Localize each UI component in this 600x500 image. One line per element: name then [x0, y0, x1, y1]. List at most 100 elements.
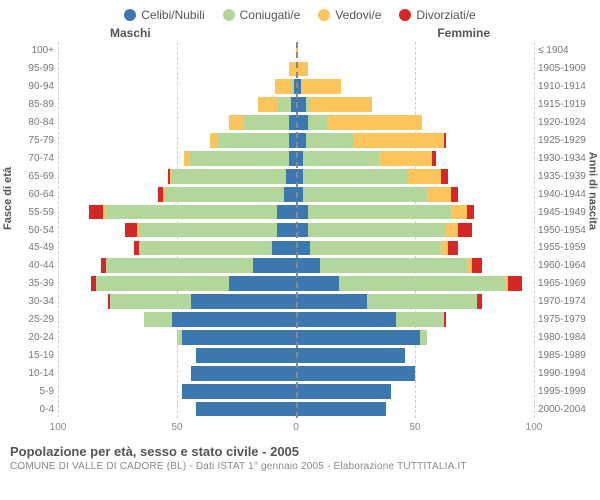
- bar-segment: [286, 169, 296, 184]
- bar-segment: [451, 205, 468, 220]
- bar-stack: [296, 330, 534, 345]
- bar-row-female: [296, 60, 534, 78]
- bar-segment: [432, 151, 437, 166]
- bar-segment: [306, 133, 354, 148]
- bar-row-male: [58, 311, 296, 329]
- birth-label: 1915-1919: [534, 96, 590, 114]
- bar-row-male: [58, 149, 296, 167]
- age-label: 25-29: [10, 311, 58, 329]
- population-pyramid-chart: Celibi/NubiliConiugati/eVedovi/eDivorzia…: [0, 0, 600, 500]
- age-label: 55-59: [10, 203, 58, 221]
- x-tick-label: 100: [526, 422, 543, 433]
- age-label: 65-69: [10, 167, 58, 185]
- bar-segment: [284, 187, 296, 202]
- birth-label: 1980-1984: [534, 329, 590, 347]
- birth-label: 1990-1994: [534, 364, 590, 382]
- bar-stack: [296, 79, 534, 94]
- birth-label: 1905-1909: [534, 60, 590, 78]
- age-label: 95-99: [10, 60, 58, 78]
- age-label: 35-39: [10, 275, 58, 293]
- bar-row-female: [296, 400, 534, 418]
- bar-segment: [139, 223, 277, 238]
- bar-row-male: [58, 42, 296, 60]
- bar-segment: [182, 330, 296, 345]
- bars-region: [58, 42, 534, 418]
- bar-segment: [89, 205, 103, 220]
- bar-segment: [125, 223, 137, 238]
- bar-stack: [58, 241, 296, 256]
- bar-segment: [275, 79, 292, 94]
- legend-label: Vedovi/e: [335, 8, 381, 22]
- bar-segment: [144, 312, 173, 327]
- legend-label: Coniugati/e: [240, 8, 301, 22]
- x-tick-label: 50: [409, 422, 420, 433]
- bar-stack: [58, 348, 296, 363]
- age-label: 100+: [10, 42, 58, 60]
- bar-row-female: [296, 132, 534, 150]
- bar-stack: [58, 133, 296, 148]
- bar-stack: [296, 97, 534, 112]
- bar-stack: [296, 205, 534, 220]
- legend-swatch: [318, 9, 330, 21]
- caption-title: Popolazione per età, sesso e stato civil…: [10, 444, 590, 459]
- bar-stack: [58, 97, 296, 112]
- bar-segment: [396, 312, 444, 327]
- bar-row-female: [296, 149, 534, 167]
- legend-label: Celibi/Nubili: [141, 8, 204, 22]
- bar-stack: [296, 62, 534, 77]
- bar-segment: [296, 276, 339, 291]
- bar-stack: [296, 187, 534, 202]
- bar-segment: [303, 187, 427, 202]
- bar-row-male: [58, 275, 296, 293]
- bar-stack: [58, 294, 296, 309]
- bar-stack: [58, 402, 296, 417]
- age-labels-col: 100+95-9990-9485-8980-8475-7970-7465-696…: [10, 42, 58, 418]
- legend-item: Coniugati/e: [223, 8, 301, 22]
- bar-row-female: [296, 221, 534, 239]
- y-axis-right-title: Anni di nascita: [586, 152, 598, 230]
- plot-area: Fasce di età Anni di nascita 100+95-9990…: [10, 42, 590, 418]
- bar-row-male: [58, 346, 296, 364]
- bar-segment: [296, 384, 391, 399]
- bar-row-male: [58, 114, 296, 132]
- birth-label: 1965-1969: [534, 275, 590, 293]
- bar-segment: [229, 115, 243, 130]
- birth-label: 2000-2004: [534, 400, 590, 418]
- bar-segment: [191, 294, 296, 309]
- age-label: 5-9: [10, 382, 58, 400]
- bar-stack: [58, 187, 296, 202]
- caption-subtitle: COMUNE DI VALLE DI CADORE (BL) - Dati IS…: [10, 461, 590, 472]
- bar-segment: [320, 258, 468, 273]
- bar-row-male: [58, 364, 296, 382]
- bar-row-female: [296, 203, 534, 221]
- birth-label: 1935-1939: [534, 167, 590, 185]
- bar-segment: [467, 205, 474, 220]
- bar-row-male: [58, 185, 296, 203]
- bar-segment: [444, 133, 446, 148]
- bar-segment: [441, 169, 448, 184]
- age-label: 0-4: [10, 400, 58, 418]
- bar-stack: [296, 384, 534, 399]
- bar-stack: [296, 169, 534, 184]
- bar-segment: [296, 241, 310, 256]
- caption: Popolazione per età, sesso e stato civil…: [10, 444, 590, 472]
- bar-segment: [196, 402, 296, 417]
- bar-stack: [296, 402, 534, 417]
- age-label: 20-24: [10, 329, 58, 347]
- age-label: 90-94: [10, 78, 58, 96]
- bar-segment: [289, 62, 296, 77]
- bar-row-female: [296, 167, 534, 185]
- birth-label: 1940-1944: [534, 185, 590, 203]
- bar-row-male: [58, 293, 296, 311]
- bar-segment: [296, 366, 415, 381]
- age-label: 40-44: [10, 257, 58, 275]
- bar-stack: [58, 205, 296, 220]
- bar-segment: [448, 241, 458, 256]
- birth-label: 1910-1914: [534, 78, 590, 96]
- bar-segment: [308, 205, 451, 220]
- bar-segment: [277, 97, 291, 112]
- birth-label: 1925-1929: [534, 132, 590, 150]
- bar-segment: [427, 187, 451, 202]
- bar-row-male: [58, 239, 296, 257]
- bar-row-female: [296, 311, 534, 329]
